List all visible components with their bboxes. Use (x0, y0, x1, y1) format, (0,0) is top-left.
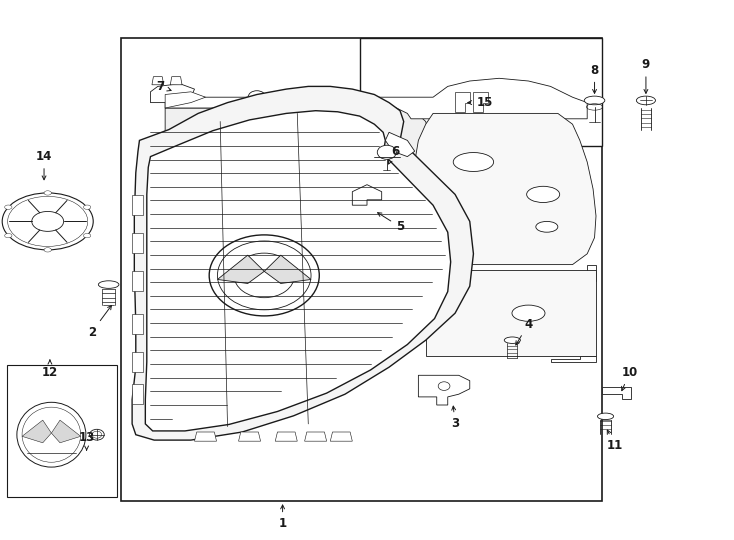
Ellipse shape (4, 233, 12, 238)
Text: 11: 11 (607, 430, 623, 452)
Text: 3: 3 (451, 406, 459, 430)
Polygon shape (360, 38, 602, 146)
Polygon shape (150, 84, 195, 103)
Polygon shape (132, 195, 143, 215)
Polygon shape (22, 420, 51, 443)
Text: 2: 2 (87, 306, 112, 339)
Text: 14: 14 (36, 150, 52, 180)
Ellipse shape (44, 248, 51, 252)
Polygon shape (264, 255, 311, 284)
Polygon shape (132, 233, 143, 253)
Polygon shape (385, 132, 415, 157)
Polygon shape (170, 77, 182, 85)
Ellipse shape (44, 191, 51, 195)
Circle shape (438, 382, 450, 390)
Polygon shape (426, 270, 596, 356)
Bar (7, 364, 117, 497)
Ellipse shape (597, 413, 614, 420)
Ellipse shape (98, 281, 119, 288)
Polygon shape (152, 77, 164, 85)
Polygon shape (330, 432, 352, 441)
Ellipse shape (526, 186, 559, 202)
Text: 8: 8 (590, 64, 599, 93)
Polygon shape (165, 108, 437, 265)
Ellipse shape (84, 205, 91, 210)
Text: 13: 13 (79, 431, 95, 450)
Polygon shape (132, 86, 473, 440)
Ellipse shape (17, 402, 86, 467)
Text: 12: 12 (42, 360, 58, 379)
Ellipse shape (339, 91, 366, 103)
Polygon shape (418, 375, 470, 405)
Circle shape (248, 91, 266, 104)
Ellipse shape (584, 96, 605, 105)
Polygon shape (602, 387, 631, 399)
Polygon shape (51, 420, 81, 443)
Polygon shape (132, 314, 143, 334)
Polygon shape (550, 265, 596, 281)
Text: 9: 9 (642, 58, 650, 93)
Text: 5: 5 (377, 213, 404, 233)
Text: 4: 4 (516, 318, 533, 345)
Polygon shape (455, 92, 470, 112)
Polygon shape (473, 92, 488, 112)
Text: 10: 10 (622, 366, 638, 390)
Ellipse shape (2, 193, 93, 250)
Ellipse shape (209, 235, 319, 316)
Polygon shape (275, 432, 297, 441)
Circle shape (377, 145, 396, 159)
Ellipse shape (84, 233, 91, 238)
Ellipse shape (90, 429, 104, 440)
Ellipse shape (512, 305, 545, 321)
Text: 15: 15 (468, 96, 493, 109)
Text: 1: 1 (278, 505, 287, 530)
Polygon shape (352, 185, 382, 205)
Text: 6: 6 (388, 145, 399, 164)
Ellipse shape (32, 212, 64, 231)
Polygon shape (305, 432, 327, 441)
Polygon shape (132, 384, 143, 404)
Polygon shape (121, 38, 602, 501)
Polygon shape (217, 255, 264, 284)
Polygon shape (360, 113, 596, 265)
Polygon shape (550, 356, 596, 362)
Polygon shape (165, 78, 587, 119)
Polygon shape (239, 432, 261, 441)
Ellipse shape (4, 205, 12, 210)
Ellipse shape (504, 337, 520, 343)
Polygon shape (195, 432, 217, 441)
Ellipse shape (636, 96, 655, 105)
Text: 7: 7 (156, 80, 171, 93)
Polygon shape (165, 92, 206, 108)
Polygon shape (145, 111, 451, 431)
Polygon shape (132, 352, 143, 372)
Polygon shape (132, 271, 143, 291)
Ellipse shape (536, 221, 558, 232)
Ellipse shape (453, 152, 493, 172)
